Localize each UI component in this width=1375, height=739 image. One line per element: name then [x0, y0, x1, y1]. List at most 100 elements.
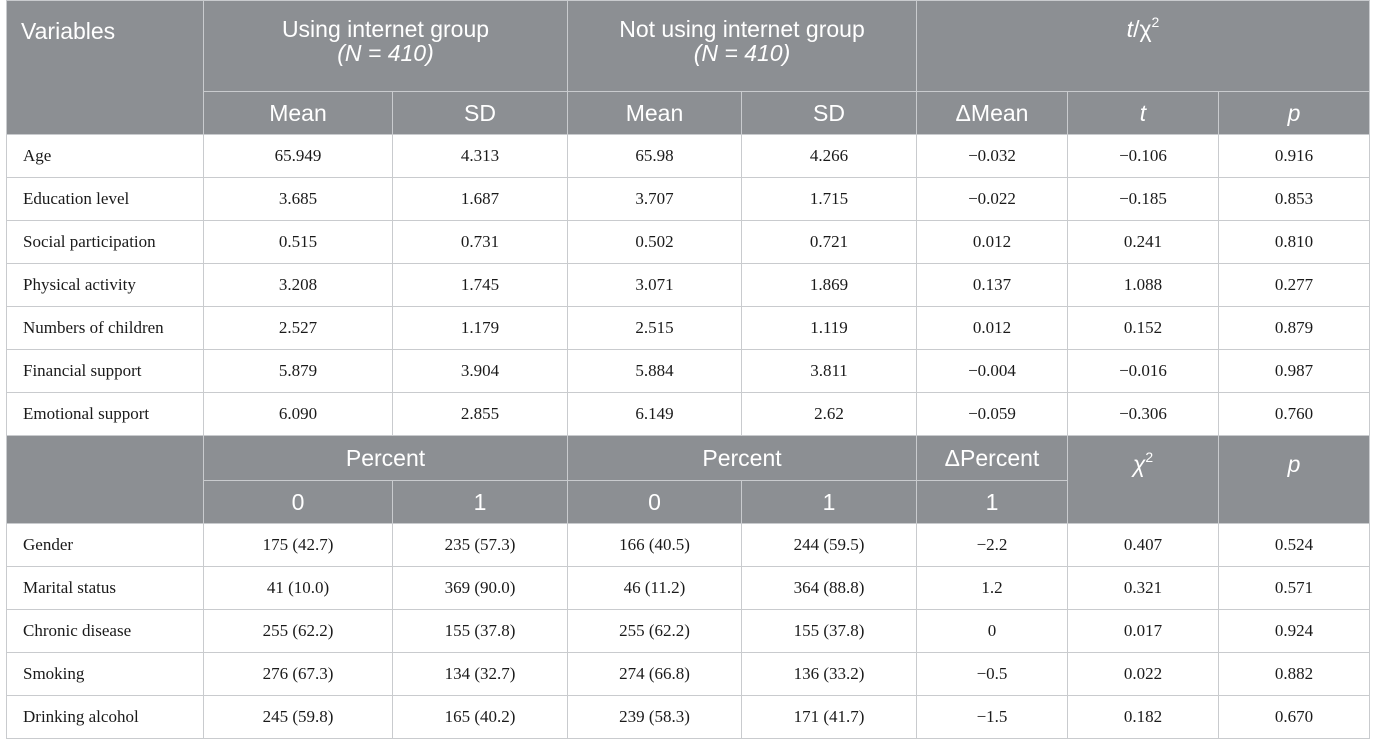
cell-n-mean: 3.707: [567, 177, 742, 221]
cell-delta: −2.2: [916, 523, 1068, 567]
cell-delta: −0.059: [916, 392, 1068, 436]
cell-delta: −0.5: [916, 652, 1068, 696]
header2-chi-sup: 2: [1145, 449, 1154, 465]
header-using-group: Using internet group (N = 410): [203, 0, 568, 92]
continuous-row: Education level 3.685 1.687 3.707 1.715 −0.02…: [6, 177, 1370, 221]
cell-stat: 0.321: [1067, 566, 1219, 610]
cell-stat: 0.407: [1067, 523, 1219, 567]
cell-delta: −0.032: [916, 134, 1068, 178]
cell-u0: 255 (62.2): [203, 609, 393, 653]
cell-label: Drinking alcohol: [6, 695, 204, 739]
cell-n-mean: 2.515: [567, 306, 742, 350]
cell-u-mean: 3.685: [203, 177, 393, 221]
cell-u-sd: 1.687: [392, 177, 568, 221]
cell-n-sd: 1.869: [741, 263, 917, 307]
categorical-row: Marital status 41 (10.0) 369 (90.0) 46 (11.…: [6, 566, 1370, 610]
header-not-using-group-title: Not using internet group: [619, 16, 865, 42]
cell-u0: 175 (42.7): [203, 523, 393, 567]
cell-p: 0.810: [1218, 220, 1370, 264]
cell-u-mean: 5.879: [203, 349, 393, 393]
cell-delta: −0.004: [916, 349, 1068, 393]
cell-u-sd: 0.731: [392, 220, 568, 264]
cell-label: Education level: [6, 177, 204, 221]
cell-u0: 276 (67.3): [203, 652, 393, 696]
cell-n-sd: 1.715: [741, 177, 917, 221]
header2-using-1: 1: [392, 480, 568, 524]
categorical-row: Drinking alcohol 245 (59.8) 165 (40.2) 239 …: [6, 695, 1370, 739]
cell-u1: 134 (32.7): [392, 652, 568, 696]
cell-stat: 0.152: [1067, 306, 1219, 350]
cell-u1: 235 (57.3): [392, 523, 568, 567]
header-test-statistic: t/χ2: [916, 0, 1370, 92]
cell-delta: −1.5: [916, 695, 1068, 739]
cell-u0: 41 (10.0): [203, 566, 393, 610]
cell-p: 0.882: [1218, 652, 1370, 696]
continuous-row: Financial support 5.879 3.904 5.884 3.811 −0.…: [6, 349, 1370, 393]
categorical-row: Gender 175 (42.7) 235 (57.3) 166 (40.5) 244 …: [6, 523, 1370, 567]
cell-u-sd: 4.313: [392, 134, 568, 178]
header2-using-0: 0: [203, 480, 393, 524]
cell-label: Smoking: [6, 652, 204, 696]
cell-stat: 0.017: [1067, 609, 1219, 653]
cell-delta: −0.022: [916, 177, 1068, 221]
categorical-row: Smoking 276 (67.3) 134 (32.7) 274 (66.8) 136…: [6, 652, 1370, 696]
cell-stat: −0.016: [1067, 349, 1219, 393]
cell-p: 0.924: [1218, 609, 1370, 653]
cell-u-mean: 6.090: [203, 392, 393, 436]
cell-n-mean: 0.502: [567, 220, 742, 264]
cell-u1: 155 (37.8): [392, 609, 568, 653]
cell-label: Physical activity: [6, 263, 204, 307]
cell-label: Age: [6, 134, 204, 178]
cell-stat: −0.306: [1067, 392, 1219, 436]
header2-percent-not: Percent: [567, 435, 917, 481]
cell-n-sd: 2.62: [741, 392, 917, 436]
header2-chi-square: χ2: [1067, 435, 1219, 524]
cell-label: Emotional support: [6, 392, 204, 436]
cell-u-sd: 1.179: [392, 306, 568, 350]
continuous-section: Age 65.949 4.313 65.98 4.266 −0.032 −0.106 0.91…: [6, 134, 1370, 436]
cell-p: 0.916: [1218, 134, 1370, 178]
cell-p: 0.987: [1218, 349, 1370, 393]
continuous-row: Age 65.949 4.313 65.98 4.266 −0.032 −0.106 0.91…: [6, 134, 1370, 178]
cell-n0: 46 (11.2): [567, 566, 742, 610]
header-using-sd: SD: [392, 91, 568, 135]
cell-n0: 239 (58.3): [567, 695, 742, 739]
cell-delta: 0.012: [916, 306, 1068, 350]
cell-label: Social participation: [6, 220, 204, 264]
continuous-row: Emotional support 6.090 2.855 6.149 2.62 −0.0…: [6, 392, 1370, 436]
cell-n-sd: 3.811: [741, 349, 917, 393]
header-using-mean: Mean: [203, 91, 393, 135]
cell-u-mean: 3.208: [203, 263, 393, 307]
cell-u1: 369 (90.0): [392, 566, 568, 610]
header-row-groups: Variables Using internet group (N = 410)…: [6, 0, 1370, 135]
cell-stat: 0.182: [1067, 695, 1219, 739]
cell-n0: 274 (66.8): [567, 652, 742, 696]
cell-n1: 364 (88.8): [741, 566, 917, 610]
header2-not-0: 0: [567, 480, 742, 524]
cell-label: Gender: [6, 523, 204, 567]
cell-p: 0.670: [1218, 695, 1370, 739]
cell-p: 0.277: [1218, 263, 1370, 307]
header-not-using-mean: Mean: [567, 91, 742, 135]
cell-label: Chronic disease: [6, 609, 204, 653]
header2-row-groups: Percent Percent ΔPercent χ2 p: [6, 435, 1370, 524]
categorical-header: Percent Percent ΔPercent χ2 p 0 1 0 1 1: [6, 435, 1370, 524]
cell-n1: 136 (33.2): [741, 652, 917, 696]
header2-percent-using: Percent: [203, 435, 568, 481]
cell-delta: 0: [916, 609, 1068, 653]
header-row-stats: Mean SD Mean SD ΔMean t p: [7, 91, 1370, 135]
cell-n-sd: 1.119: [741, 306, 917, 350]
cell-label: Marital status: [6, 566, 204, 610]
cell-p: 0.879: [1218, 306, 1370, 350]
categorical-section: Gender 175 (42.7) 235 (57.3) 166 (40.5) 244 …: [6, 523, 1370, 739]
cell-n-sd: 0.721: [741, 220, 917, 264]
continuous-row: Physical activity 3.208 1.745 3.071 1.869 0.1…: [6, 263, 1370, 307]
cell-u-mean: 0.515: [203, 220, 393, 264]
cell-n-mean: 5.884: [567, 349, 742, 393]
header-not-using-group: Not using internet group (N = 410): [567, 0, 917, 92]
cell-n-mean: 65.98: [567, 134, 742, 178]
header-t: t: [1067, 91, 1219, 135]
header2-delta-percent: ΔPercent: [916, 435, 1068, 481]
cell-u1: 165 (40.2): [392, 695, 568, 739]
cell-p: 0.571: [1218, 566, 1370, 610]
